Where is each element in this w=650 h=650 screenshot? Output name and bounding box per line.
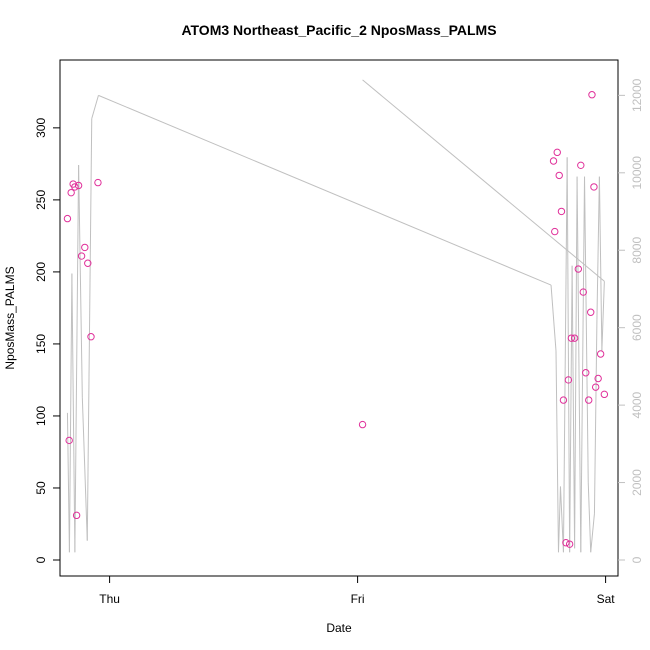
data-point [567, 334, 576, 342]
line-segment [562, 157, 568, 553]
data-point [358, 420, 367, 429]
line-segment [569, 265, 573, 553]
line-segment [78, 165, 83, 398]
y-axis-label: NposMass_PALMS [3, 266, 17, 369]
line-segment [571, 265, 576, 549]
data-point [588, 91, 596, 99]
x-tick-label: Fri [351, 592, 365, 606]
y2-tick-label: 8000 [630, 237, 644, 264]
line-segment [555, 350, 559, 553]
y-tick-label: 50 [34, 481, 48, 495]
line-segment [68, 273, 73, 553]
y2-tick-label: 4000 [630, 391, 644, 418]
line-segment [550, 285, 557, 351]
plot-frame [59, 59, 619, 577]
x-axis: Thu Fri Sat [99, 576, 615, 606]
y2-tick-label: 0 [630, 556, 644, 563]
line-segment [71, 273, 76, 553]
line-segment [574, 176, 578, 549]
line-segment [74, 165, 80, 553]
series-line-right-axis [66, 79, 605, 553]
y2-tick-label: 10000 [630, 156, 644, 190]
x-tick-label: Sat [597, 592, 616, 606]
line-segment [86, 118, 93, 541]
data-point [549, 157, 558, 165]
data-point [582, 369, 590, 377]
x-axis-label: Date [326, 621, 352, 635]
x-tick-label: Thu [99, 592, 120, 606]
data-point [579, 288, 587, 296]
line-segment [601, 281, 605, 351]
data-point [564, 376, 573, 384]
data-point [585, 396, 593, 404]
data-point [67, 188, 75, 197]
data-point [594, 374, 602, 383]
y-tick-label: 200 [34, 262, 48, 282]
data-point [562, 539, 570, 547]
y-tick-label: 150 [34, 334, 48, 354]
data-point [94, 178, 102, 187]
data-point [565, 540, 574, 548]
data-point [590, 183, 598, 191]
data-point [600, 390, 609, 399]
line-segment [91, 95, 99, 119]
y-axis-left: 0 50 100 150 200 250 300 [34, 118, 60, 563]
y2-tick-label: 12000 [630, 78, 644, 112]
line-segment [576, 176, 582, 553]
line-segment [598, 176, 603, 351]
line-segment [362, 79, 605, 282]
chart-title: ATOM3 Northeast_Pacific_2 NposMass_PALMS [181, 22, 496, 38]
data-point [71, 183, 79, 191]
data-point [87, 333, 95, 341]
y2-tick-label: 6000 [630, 314, 644, 341]
data-point [559, 396, 568, 404]
data-point [587, 308, 595, 316]
data-point [65, 436, 73, 445]
data-point [81, 243, 89, 252]
series-points-left-axis [63, 91, 609, 548]
y2-tick-label: 2000 [630, 469, 644, 496]
line-segment [593, 319, 598, 514]
line-segment [81, 397, 88, 541]
line-segment [557, 486, 561, 553]
data-point [72, 511, 81, 520]
line-segment [590, 513, 595, 553]
y-tick-label: 300 [34, 118, 48, 138]
line-segment [596, 176, 600, 320]
data-point [553, 148, 561, 157]
y-axis-right: 0 2000 4000 6000 8000 10000 12000 [618, 78, 644, 563]
line-segment [587, 482, 592, 553]
data-point [591, 383, 600, 391]
data-point [74, 181, 83, 190]
data-point [555, 171, 563, 180]
data-point [596, 350, 605, 358]
data-point [77, 252, 86, 260]
y-tick-label: 250 [34, 190, 48, 210]
data-point [551, 227, 559, 236]
line-segment [584, 176, 589, 483]
line-segment [98, 94, 552, 286]
line-segment [66, 412, 70, 553]
data-point [63, 214, 72, 223]
y-tick-label: 0 [34, 556, 48, 563]
line-segment [566, 157, 571, 553]
data-point [570, 334, 579, 342]
data-point [557, 207, 566, 216]
y-tick-label: 100 [34, 406, 48, 426]
line-segment [580, 176, 586, 553]
data-point [84, 259, 92, 267]
data-point [577, 161, 585, 170]
data-point [574, 265, 583, 273]
